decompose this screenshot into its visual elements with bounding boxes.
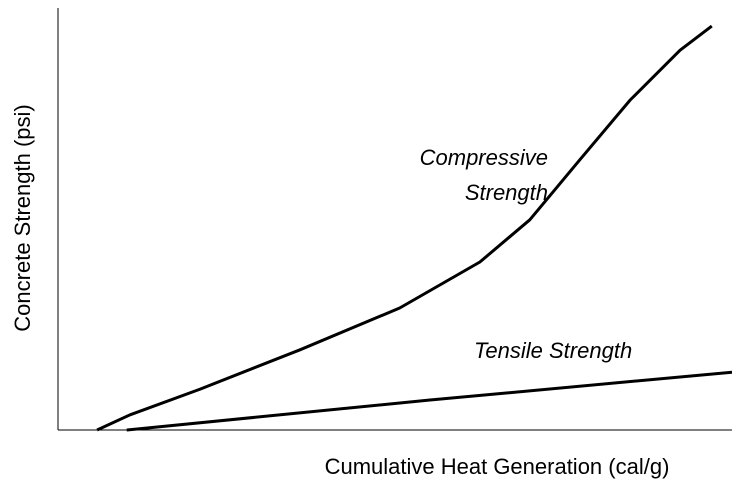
y-axis-label: Concrete Strength (psi) <box>10 104 35 331</box>
x-axis-label: Cumulative Heat Generation (cal/g) <box>325 454 670 479</box>
series-line <box>96 24 713 432</box>
series-line <box>126 370 732 432</box>
series-label: Tensile Strength <box>474 338 633 363</box>
series-label: Compressive Strength <box>419 145 548 205</box>
